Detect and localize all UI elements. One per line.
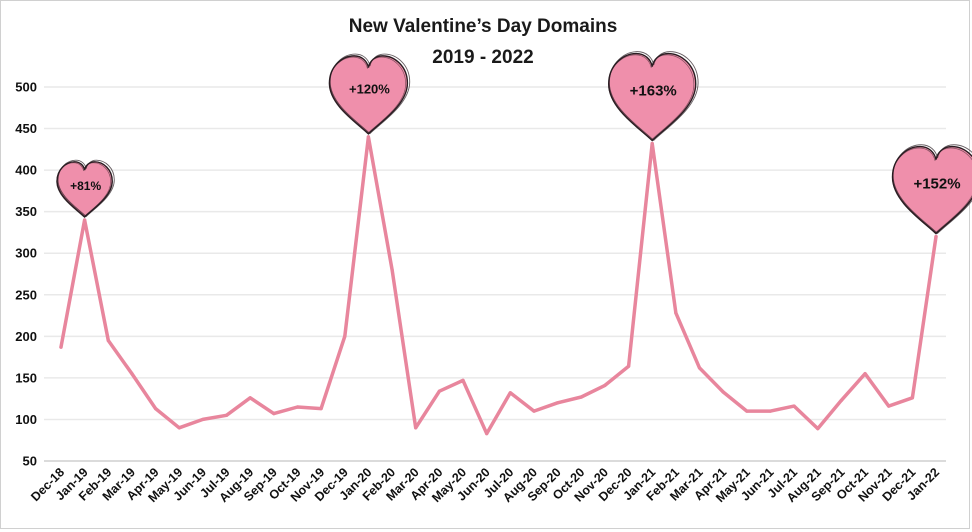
heart-annotation-label: +152% <box>913 176 960 193</box>
heart-annotation-label: +81% <box>70 179 101 193</box>
data-point <box>603 384 606 387</box>
heart-annotation: +120% <box>329 54 410 134</box>
data-point <box>107 339 110 342</box>
data-point <box>722 390 725 393</box>
data-point <box>390 268 393 271</box>
data-point <box>485 432 488 435</box>
heart-annotation-label: +120% <box>349 82 390 97</box>
data-point <box>272 412 275 415</box>
chart-subtitle: 2019 - 2022 <box>432 47 533 68</box>
data-point <box>934 235 937 238</box>
data-point <box>698 366 701 369</box>
data-point <box>367 135 370 138</box>
data-point <box>532 410 535 413</box>
series-line <box>59 135 937 435</box>
series-line-path <box>61 137 936 434</box>
heart-annotation-label: +163% <box>630 83 677 100</box>
data-point <box>296 405 299 408</box>
y-tick-label: 100 <box>15 412 37 427</box>
data-point <box>178 426 181 429</box>
data-point <box>674 311 677 314</box>
y-tick-label: 200 <box>15 329 37 344</box>
y-tick-label: 500 <box>15 80 37 95</box>
y-axis-ticks: 50 100 150 200 250 300 350 400 450 500 <box>15 80 37 469</box>
data-point <box>201 418 204 421</box>
gridlines <box>44 87 946 461</box>
data-point <box>509 391 512 394</box>
x-axis-ticks: Dec-18Jan-19Feb-19Mar-19Apr-19May-19Jun-… <box>28 465 942 505</box>
data-point <box>887 405 890 408</box>
data-point <box>816 427 819 430</box>
data-point <box>320 407 323 410</box>
chart-title: New Valentine’s Day Domains <box>349 16 618 37</box>
data-point <box>793 405 796 408</box>
y-tick-label: 350 <box>15 204 37 219</box>
data-point <box>414 426 417 429</box>
data-point <box>911 396 914 399</box>
y-tick-label: 400 <box>15 163 37 178</box>
data-point <box>863 372 866 375</box>
data-point <box>59 346 62 349</box>
data-point <box>130 372 133 375</box>
data-point <box>580 395 583 398</box>
heart-annotations: +81% +120% +163% +152% <box>57 52 972 234</box>
data-point <box>249 396 252 399</box>
data-point <box>438 390 441 393</box>
heart-annotation: +81% <box>57 160 115 217</box>
data-point <box>556 401 559 404</box>
data-point <box>461 379 464 382</box>
data-point <box>627 365 630 368</box>
data-point <box>651 142 654 145</box>
heart-annotation: +152% <box>892 145 972 234</box>
data-point <box>343 335 346 338</box>
y-tick-label: 150 <box>15 370 37 385</box>
data-point <box>154 407 157 410</box>
data-point <box>840 399 843 402</box>
y-tick-label: 250 <box>15 287 37 302</box>
data-point <box>745 410 748 413</box>
y-tick-label: 50 <box>23 454 37 469</box>
data-point <box>769 410 772 413</box>
data-point <box>225 414 228 417</box>
heart-annotation: +163% <box>609 52 699 141</box>
y-tick-label: 450 <box>15 121 37 136</box>
y-tick-label: 300 <box>15 246 37 261</box>
data-point <box>83 218 86 221</box>
